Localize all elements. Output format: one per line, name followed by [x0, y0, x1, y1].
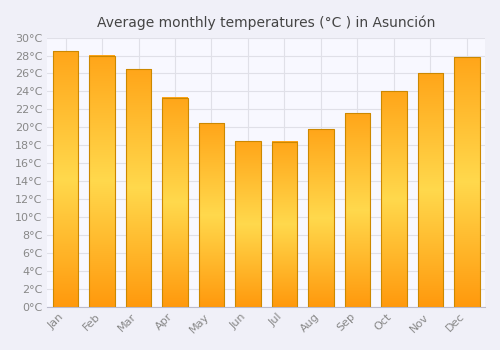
Bar	[235, 141, 260, 307]
Bar	[344, 113, 370, 307]
Bar	[418, 74, 443, 307]
Bar	[90, 56, 115, 307]
Bar	[126, 69, 152, 307]
Bar	[53, 51, 78, 307]
Bar	[272, 142, 297, 307]
Title: Average monthly temperatures (°C ) in Asunción: Average monthly temperatures (°C ) in As…	[97, 15, 436, 29]
Bar	[454, 57, 479, 307]
Bar	[308, 129, 334, 307]
Bar	[162, 98, 188, 307]
Bar	[381, 91, 406, 307]
Bar	[198, 123, 224, 307]
